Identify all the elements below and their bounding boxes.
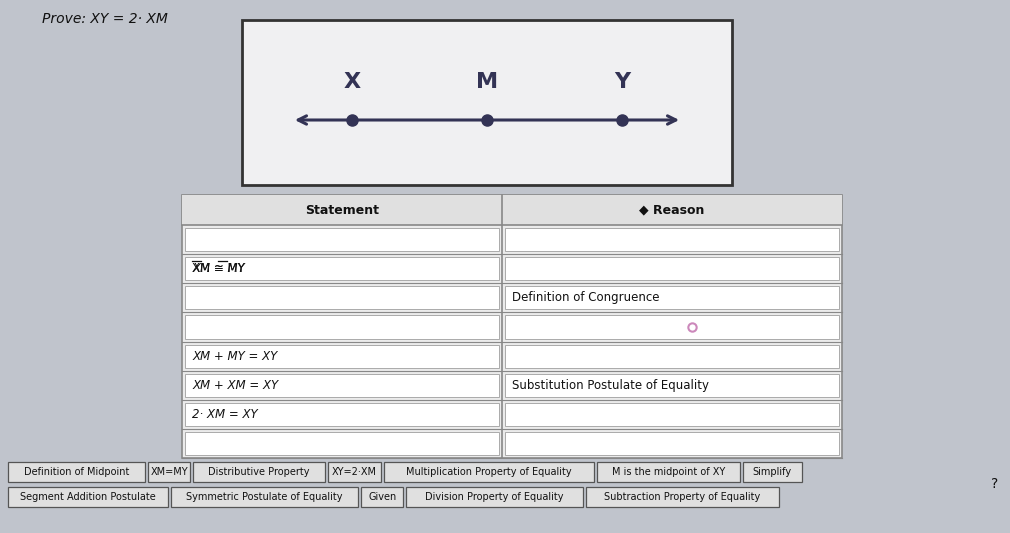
Text: Division Property of Equality: Division Property of Equality (425, 492, 564, 502)
FancyBboxPatch shape (505, 344, 839, 368)
FancyBboxPatch shape (505, 257, 839, 280)
Text: Simplify: Simplify (752, 467, 792, 477)
Text: M: M (476, 72, 498, 92)
Text: XY=2·XM: XY=2·XM (332, 467, 377, 477)
Text: Statement: Statement (305, 204, 379, 216)
Text: Distributive Property: Distributive Property (208, 467, 310, 477)
Text: Segment Addition Postulate: Segment Addition Postulate (20, 492, 156, 502)
FancyBboxPatch shape (185, 316, 499, 338)
FancyBboxPatch shape (505, 228, 839, 251)
FancyBboxPatch shape (362, 487, 403, 507)
FancyBboxPatch shape (505, 374, 839, 397)
Text: ◆ Reason: ◆ Reason (639, 204, 705, 216)
FancyBboxPatch shape (586, 487, 779, 507)
FancyBboxPatch shape (742, 462, 802, 482)
Text: Y: Y (614, 72, 630, 92)
FancyBboxPatch shape (406, 487, 583, 507)
Text: XM=MY: XM=MY (150, 467, 188, 477)
FancyBboxPatch shape (148, 462, 190, 482)
Text: Multiplication Property of Equality: Multiplication Property of Equality (406, 467, 572, 477)
FancyBboxPatch shape (505, 286, 839, 309)
Text: XM ≅ MY: XM ≅ MY (192, 262, 244, 275)
Text: ?: ? (991, 478, 998, 491)
FancyBboxPatch shape (185, 403, 499, 426)
Text: Definition of Midpoint: Definition of Midpoint (24, 467, 129, 477)
FancyBboxPatch shape (242, 20, 732, 185)
Text: Prove: XY = 2· XM: Prove: XY = 2· XM (42, 12, 168, 26)
Text: XM ≅ MY: XM ≅ MY (192, 262, 244, 275)
Text: M is the midpoint of XY: M is the midpoint of XY (612, 467, 725, 477)
Text: Definition of Congruence: Definition of Congruence (512, 292, 660, 304)
Text: 2· XM = XY: 2· XM = XY (192, 408, 258, 421)
FancyBboxPatch shape (185, 374, 499, 397)
FancyBboxPatch shape (505, 316, 839, 338)
Text: Symmetric Postulate of Equality: Symmetric Postulate of Equality (186, 492, 342, 502)
FancyBboxPatch shape (597, 462, 739, 482)
FancyBboxPatch shape (505, 432, 839, 455)
FancyBboxPatch shape (185, 344, 499, 368)
FancyBboxPatch shape (182, 195, 842, 225)
Text: X: X (343, 72, 361, 92)
FancyBboxPatch shape (193, 462, 325, 482)
FancyBboxPatch shape (185, 257, 499, 280)
FancyBboxPatch shape (328, 462, 381, 482)
FancyBboxPatch shape (8, 462, 145, 482)
Text: Substitution Postulate of Equality: Substitution Postulate of Equality (512, 378, 709, 392)
Text: XM + XM = XY: XM + XM = XY (192, 378, 278, 392)
FancyBboxPatch shape (8, 487, 168, 507)
Text: Given: Given (368, 492, 396, 502)
Text: Subtraction Property of Equality: Subtraction Property of Equality (604, 492, 761, 502)
FancyBboxPatch shape (185, 432, 499, 455)
FancyBboxPatch shape (185, 228, 499, 251)
FancyBboxPatch shape (182, 195, 842, 458)
FancyBboxPatch shape (505, 403, 839, 426)
FancyBboxPatch shape (171, 487, 359, 507)
FancyBboxPatch shape (384, 462, 594, 482)
FancyBboxPatch shape (185, 286, 499, 309)
Text: XM + MY = XY: XM + MY = XY (192, 350, 278, 362)
